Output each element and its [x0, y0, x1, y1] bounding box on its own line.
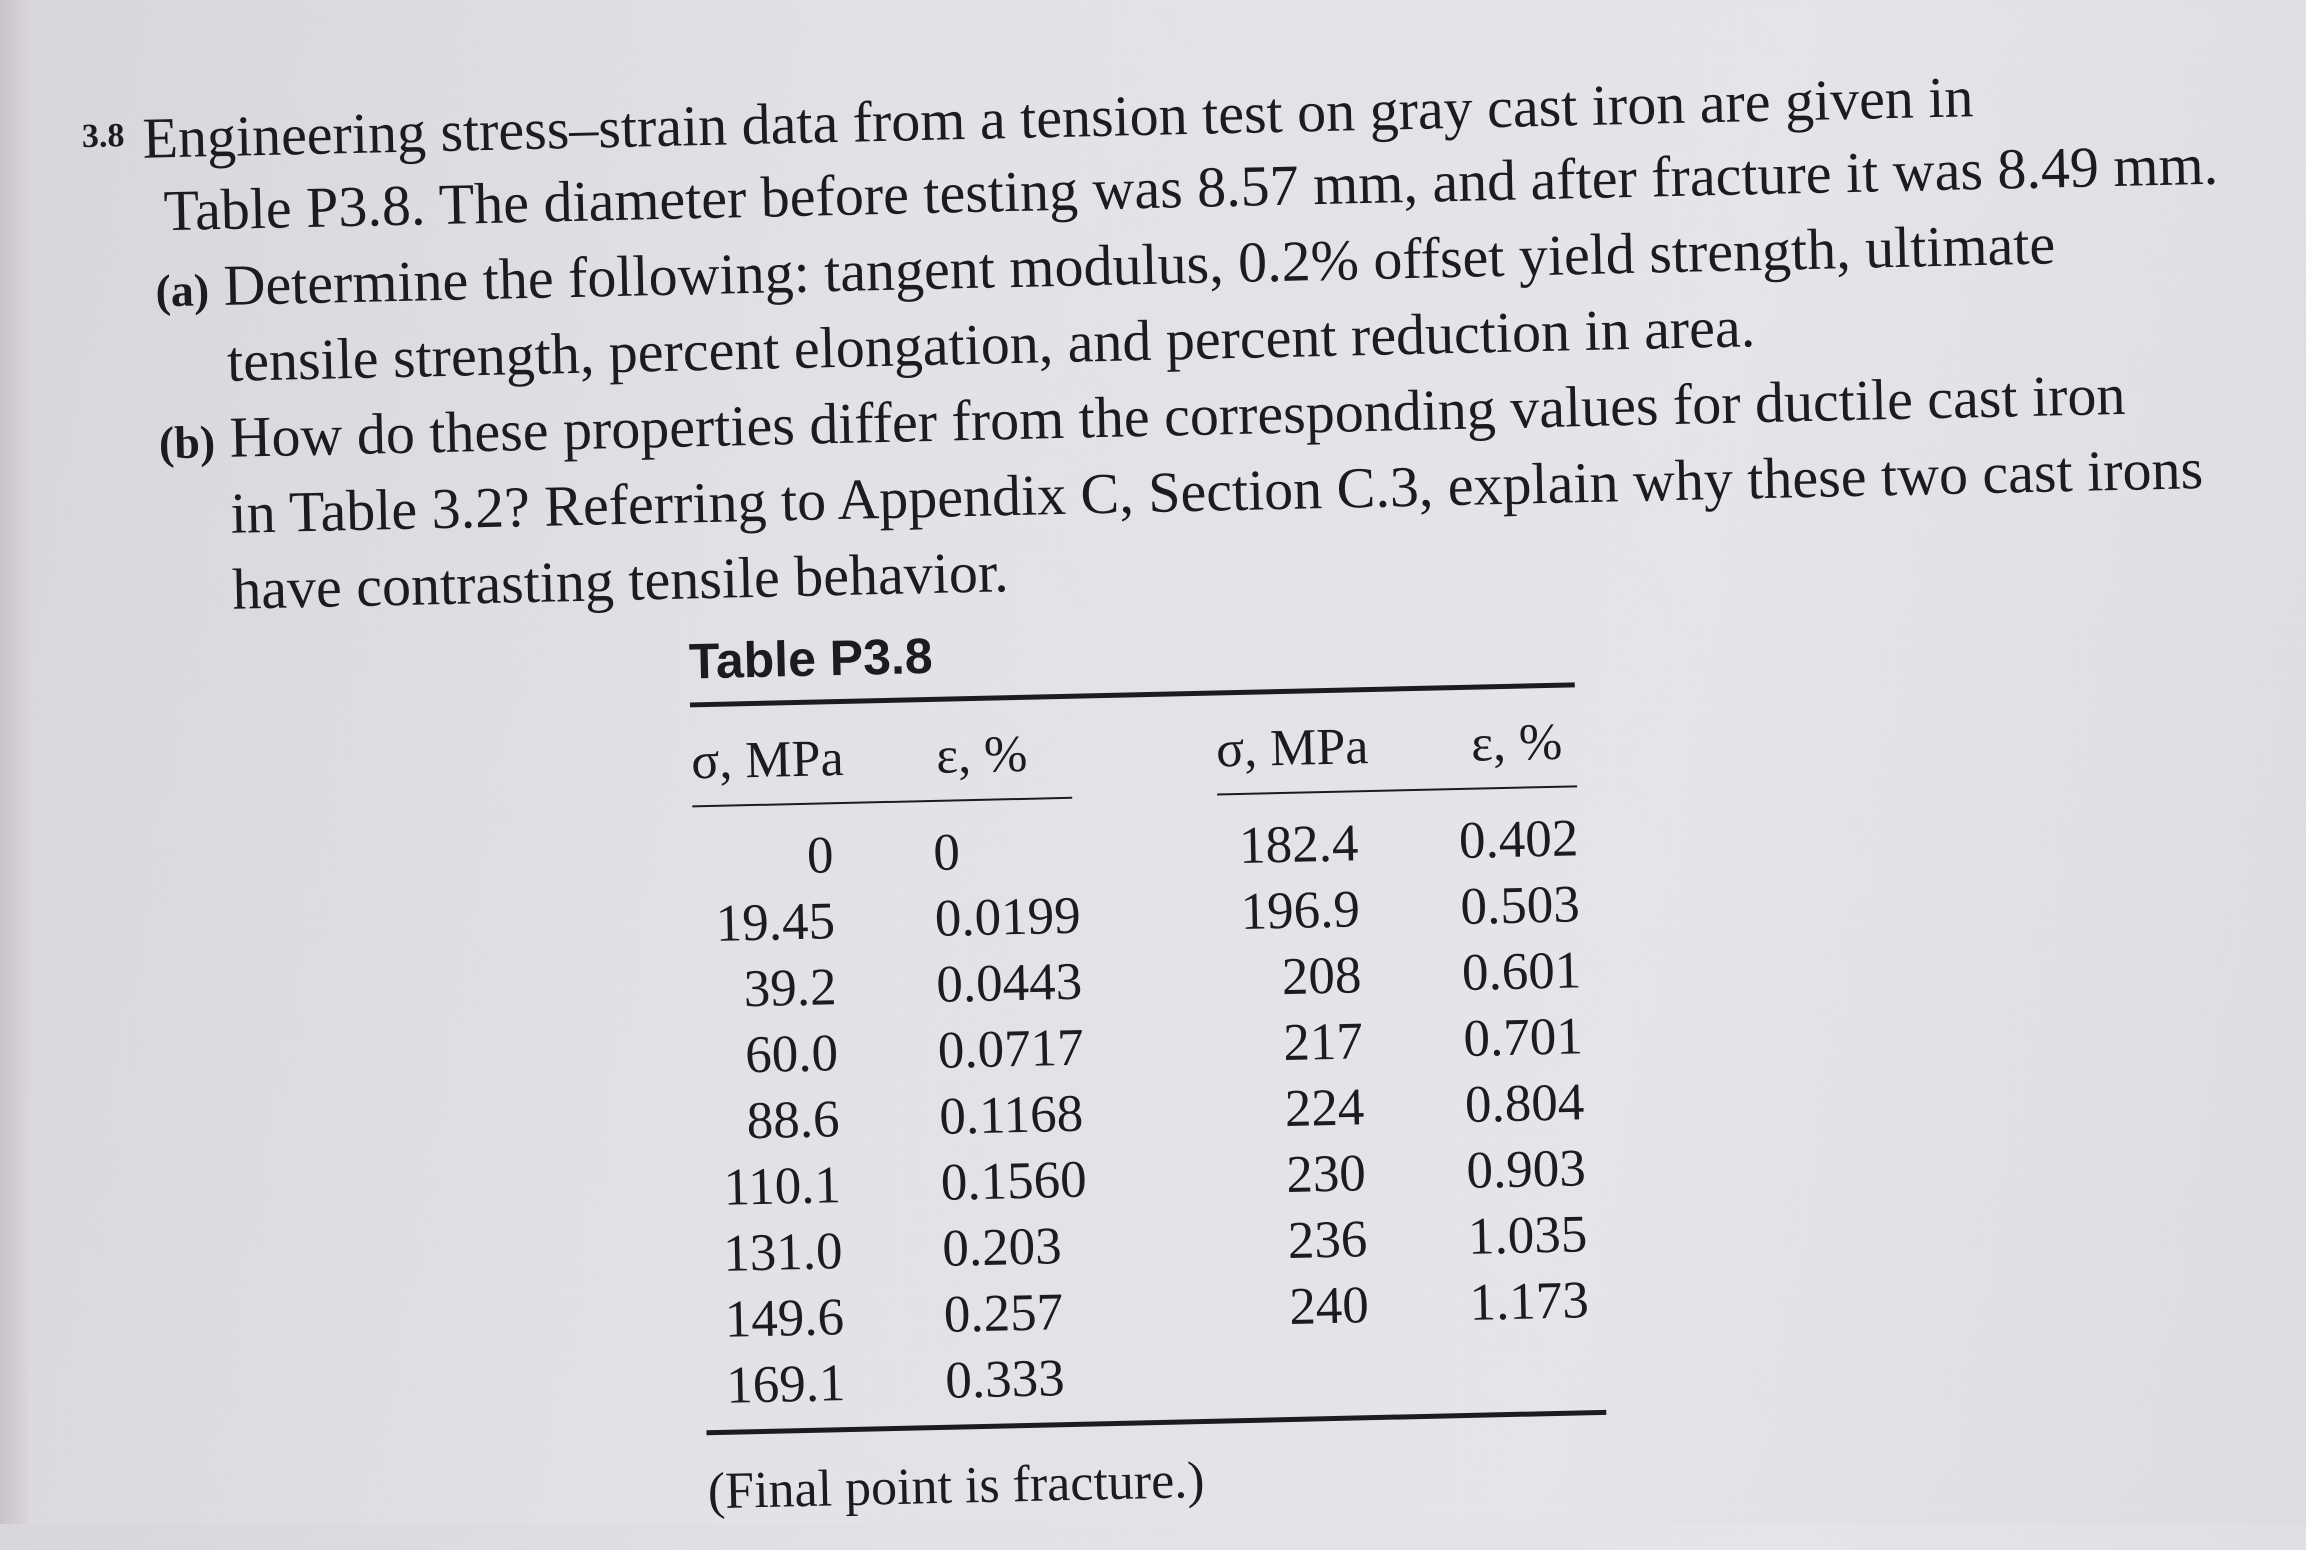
- table-footnote: (Final point is fracture.): [707, 1451, 1206, 1521]
- table-cell: 0: [932, 823, 961, 882]
- table-cell: 1.173: [1468, 1271, 1590, 1332]
- column-stress-2: 182.4 196.9 208 217 224 230 236 240: [1218, 810, 1370, 1341]
- table-cell: 0: [806, 826, 835, 885]
- table-cell: 0.804: [1464, 1073, 1585, 1134]
- table-cell: 169.1: [725, 1354, 847, 1415]
- table-cell: 60.0: [744, 1024, 839, 1085]
- table-title: Table P3.8: [688, 627, 934, 690]
- table-cell: 0.402: [1458, 809, 1579, 871]
- table-cell: 0.0199: [934, 886, 1082, 948]
- table-cell: 0.1560: [940, 1150, 1088, 1212]
- book-binding-edge: [0, 0, 30, 1524]
- table-cell: 0.601: [1461, 941, 1582, 1002]
- header-stress-2: σ, MPa: [1215, 718, 1370, 779]
- table-cell: 0.0717: [937, 1018, 1085, 1080]
- table-cell: 149.6: [724, 1288, 845, 1349]
- column-strain-2: 0.402 0.503 0.601 0.701 0.804 0.903 1.03…: [1443, 805, 1590, 1336]
- table-cell: 0.333: [944, 1349, 1066, 1410]
- table-cell: 0.903: [1465, 1139, 1587, 1200]
- table-cell: 0.503: [1459, 875, 1581, 937]
- table-cell: 1.035: [1467, 1205, 1588, 1266]
- table-cell: 19.45: [715, 892, 836, 953]
- table-cell: 230: [1285, 1144, 1367, 1205]
- table-cell: 88.6: [746, 1090, 841, 1151]
- table-cell: 236: [1287, 1210, 1368, 1271]
- problem-number: 3.8: [81, 117, 125, 156]
- column-strain-1: 0 0.0199 0.0443 0.0717 0.1168 0.1560 0.2…: [933, 816, 1106, 1413]
- part-b-label: (b): [158, 416, 216, 469]
- table-cell: 240: [1288, 1276, 1370, 1336]
- table-cell: 0.0443: [935, 952, 1083, 1014]
- header-stress-1: σ, MPa: [690, 729, 845, 791]
- table-cell: 0.257: [943, 1283, 1064, 1344]
- table-cell: 182.4: [1238, 814, 1359, 876]
- table-cell: 208: [1281, 946, 1362, 1007]
- table-cell: 131.0: [722, 1222, 844, 1283]
- header-strain-1: ε, %: [935, 725, 1029, 785]
- table-cell: 196.9: [1239, 880, 1361, 941]
- header-rule-left: [692, 796, 1073, 808]
- table-cell: 224: [1284, 1078, 1365, 1139]
- table-cell: 217: [1282, 1012, 1364, 1073]
- table-cell: 110.1: [723, 1156, 842, 1217]
- header-rule-right: [1217, 785, 1578, 796]
- part-a-label: (a): [154, 264, 210, 317]
- table-cell: 0.701: [1462, 1007, 1584, 1068]
- problem-line-7: have contrasting tensile behavior.: [231, 539, 1010, 622]
- table-cell: 0.203: [941, 1217, 1063, 1278]
- column-stress-1: 0 19.45 39.2 60.0 88.6 110.1 131.0 149.6…: [693, 822, 846, 1419]
- problem-statement: 3.8 Engineering stress–strain data from a…: [81, 31, 2219, 622]
- header-strain-2: ε, %: [1470, 713, 1563, 773]
- table-cell: 39.2: [743, 958, 838, 1019]
- table-cell: 0.1168: [938, 1084, 1084, 1146]
